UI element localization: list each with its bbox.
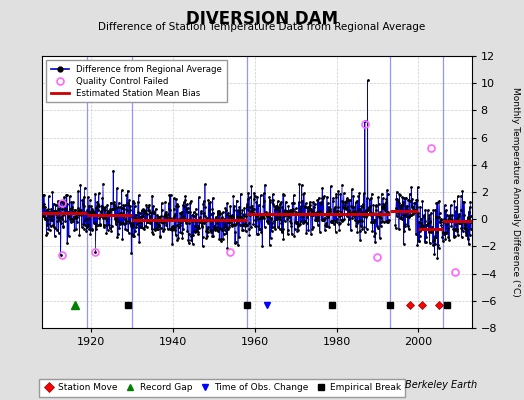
Text: Difference of Station Temperature Data from Regional Average: Difference of Station Temperature Data f… xyxy=(99,22,425,32)
Text: DIVERSION DAM: DIVERSION DAM xyxy=(186,10,338,28)
Y-axis label: Monthly Temperature Anomaly Difference (°C): Monthly Temperature Anomaly Difference (… xyxy=(511,87,520,297)
Text: Berkeley Earth: Berkeley Earth xyxy=(405,380,477,390)
Legend: Station Move, Record Gap, Time of Obs. Change, Empirical Break: Station Move, Record Gap, Time of Obs. C… xyxy=(39,379,406,397)
